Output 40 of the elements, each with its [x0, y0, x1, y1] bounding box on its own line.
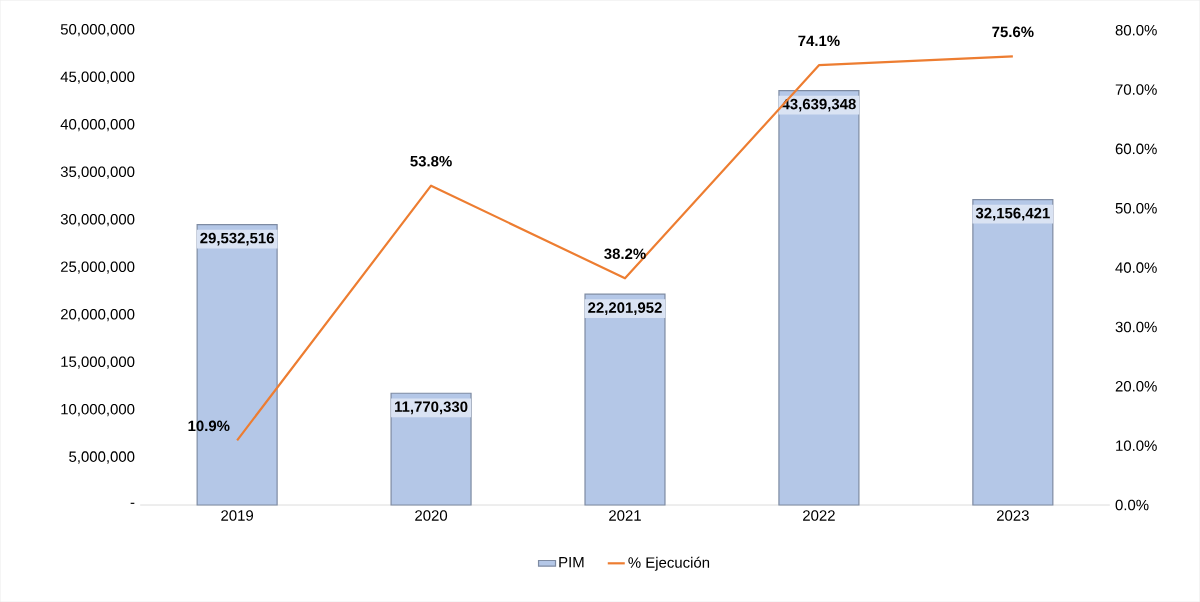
y-tick-label: 5,000,000 — [69, 451, 135, 464]
x-tick-label: 2019 — [221, 510, 254, 521]
data-label: 53.8% — [410, 155, 452, 167]
data-label: 43,639,348 — [781, 98, 856, 112]
data-label: 38.2% — [604, 248, 646, 260]
y2-tick-label: 40.0% — [1115, 262, 1157, 273]
x-tick-label: 2023 — [996, 510, 1029, 521]
data-label: 11,770,330 — [395, 401, 468, 415]
y-tick-label: - — [130, 502, 135, 504]
y2-tick-label: 30.0% — [1115, 321, 1157, 333]
y2-tick-label: 80.0% — [1115, 24, 1157, 36]
data-label: 22,201,952 — [588, 302, 662, 316]
y2-tick-label: 60.0% — [1115, 143, 1157, 155]
data-label: 10.9% — [188, 420, 230, 432]
bar — [972, 198, 1054, 506]
bar — [778, 89, 860, 506]
y-tick-label: 15,000,000 — [61, 356, 135, 369]
y2-tick-label: 10.0% — [1116, 440, 1157, 451]
y-tick-label: 20,000,000 — [60, 308, 135, 322]
bar — [584, 293, 666, 506]
y-tick-label: 35,000,000 — [60, 166, 135, 179]
y2-tick-label: 20.0% — [1115, 380, 1157, 392]
legend-label: % Ejecución — [628, 556, 710, 571]
x-tick-label: 2021 — [609, 510, 641, 521]
y-tick-label: 40,000,000 — [60, 118, 135, 132]
y-tick-label: 30,000,000 — [60, 213, 135, 227]
data-label: 29,532,516 — [200, 232, 274, 246]
y2-tick-label: 70.0% — [1115, 84, 1157, 95]
y-tick-label: 50,000,000 — [60, 23, 135, 37]
y-tick-label: 10,000,000 — [61, 403, 135, 417]
y2-tick-label: 50.0% — [1115, 202, 1157, 214]
data-label: 74.1% — [798, 35, 840, 46]
x-tick-label: 2020 — [415, 510, 448, 521]
y-tick-label: 45,000,000 — [60, 71, 135, 84]
y-tick-label: 25,000,000 — [60, 261, 135, 274]
x-tick-label: 2022 — [803, 510, 835, 521]
y2-tick-label: 0.0% — [1115, 499, 1149, 511]
legend-label: PIM — [559, 556, 584, 568]
data-label: 32,156,421 — [975, 207, 1050, 221]
data-label: 75.6% — [992, 26, 1034, 38]
